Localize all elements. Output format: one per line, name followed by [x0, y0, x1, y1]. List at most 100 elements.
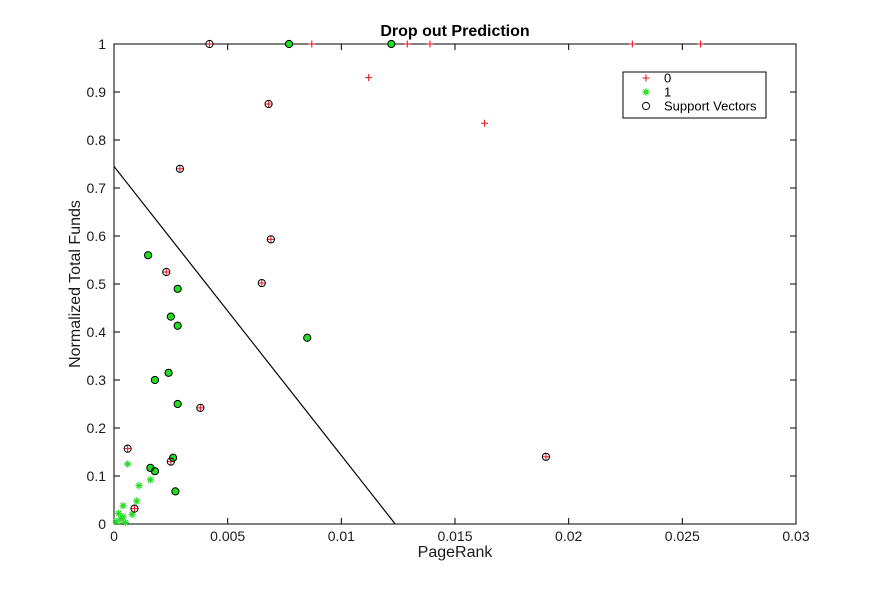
y-tick-label: 0.6 [87, 228, 107, 244]
star-d2 [117, 516, 124, 523]
star-d2 [124, 460, 131, 468]
class-1-point [146, 476, 154, 484]
y-tick-label: 0.4 [87, 324, 107, 340]
support-vector-point [150, 375, 160, 385]
support-vector-point [257, 278, 266, 288]
class-0-point [542, 453, 550, 461]
legend-label: Support Vectors [664, 99, 757, 114]
x-tick-label: 0.02 [555, 528, 582, 544]
class-1-point [135, 482, 143, 490]
y-tick-label: 0.8 [87, 132, 107, 148]
class-0-point [365, 74, 373, 82]
x-tick-label: 0.025 [665, 528, 700, 544]
support-vector-point [303, 333, 312, 342]
y-tick-label: 0.5 [87, 276, 107, 292]
x-tick-label: 0.03 [782, 528, 809, 544]
y-tick-label: 0 [98, 516, 106, 532]
support-vector-point [166, 312, 175, 321]
x-axis-label: PageRank [418, 544, 494, 561]
support-vector-point [166, 457, 175, 466]
support-vector-point [541, 452, 551, 461]
class-1-point [121, 518, 129, 527]
star-d2 [642, 88, 650, 96]
support-vector-point [264, 99, 273, 109]
support-vector-point [173, 321, 182, 330]
star-d2 [147, 476, 154, 483]
legend-label: 1 [664, 85, 671, 100]
support-vector-point [205, 39, 214, 49]
class-1-point [119, 502, 127, 510]
class-0-point [124, 445, 132, 453]
support-vector-point [266, 235, 275, 244]
class-0-point [130, 505, 138, 513]
class-0-point [403, 40, 411, 48]
support-vector-point [173, 284, 182, 293]
legend-marker-support-vectors [641, 101, 651, 111]
class-1-point [124, 460, 132, 468]
support-vector-point [164, 368, 173, 377]
support-vector-fill [164, 369, 173, 377]
y-tick-label: 1 [98, 36, 106, 52]
support-vector-fill [387, 40, 395, 48]
class-0-point [308, 40, 316, 48]
support-vector-point [150, 467, 160, 476]
x-tick-label: 0.015 [437, 528, 472, 544]
support-vector-fill [144, 251, 152, 259]
support-vector-point [171, 487, 180, 496]
class-0-point [697, 40, 705, 48]
x-tick-label: 0.005 [210, 528, 245, 544]
class-1-point [117, 515, 125, 523]
support-vector-fill [167, 313, 175, 321]
support-vector-fill [174, 400, 182, 408]
chart-title: Drop out Prediction [380, 23, 529, 40]
legend-marker-class-0 [642, 74, 650, 82]
class-1-point [133, 497, 141, 505]
class-1-point [112, 518, 120, 526]
support-vector-point [196, 403, 205, 412]
y-axis-label: Normalized Total Funds [67, 200, 84, 368]
class-1-point [114, 509, 123, 518]
support-vector-point [123, 444, 132, 453]
class-0-point [205, 40, 213, 48]
support-vector-fill [285, 40, 293, 48]
class-0-point [265, 100, 273, 108]
class-0-point [426, 40, 434, 48]
support-vector-point [130, 504, 139, 513]
class-0-point [196, 404, 204, 412]
class-0-point [481, 119, 489, 127]
y-tick-label: 0.7 [87, 180, 107, 196]
star-d2 [135, 482, 143, 489]
support-vector-point [284, 39, 294, 49]
star-d2 [115, 510, 122, 517]
y-tick-label: 0.1 [87, 468, 107, 484]
support-vector-point [387, 39, 396, 49]
support-vector-fill [151, 376, 159, 384]
class-0-point [258, 279, 266, 287]
support-vector-fill [174, 322, 182, 330]
star-d2 [120, 502, 127, 509]
support-vector-fill [151, 467, 159, 475]
legend-label: 0 [664, 71, 671, 86]
legend-marker-class-1 [642, 88, 650, 96]
y-tick-label: 0.3 [87, 372, 107, 388]
class-0-point [628, 40, 636, 48]
y-tick-label: 0.2 [87, 420, 107, 436]
x-tick-label: 0.01 [328, 528, 355, 544]
support-vector-point [162, 267, 171, 277]
star-d2 [122, 519, 129, 526]
support-vector-point [144, 251, 153, 260]
axes: 0 0.005 0.01 0.015 0.02 0.025 0.03 0 0.1 0.2 0.3 0.… [87, 36, 810, 544]
support-vector-fill [303, 334, 311, 342]
decision-boundary-line [113, 166, 396, 525]
support-vector-point [173, 399, 182, 409]
legend-box [622, 71, 767, 119]
support-vector-point [175, 164, 185, 173]
star-d2 [133, 497, 140, 504]
class-0-point [267, 235, 275, 243]
data-points [112, 39, 705, 527]
star-d2 [113, 518, 120, 525]
class-0-point [162, 268, 170, 276]
support-vector-fill [171, 487, 179, 495]
x-tick-label: 0 [110, 528, 118, 544]
